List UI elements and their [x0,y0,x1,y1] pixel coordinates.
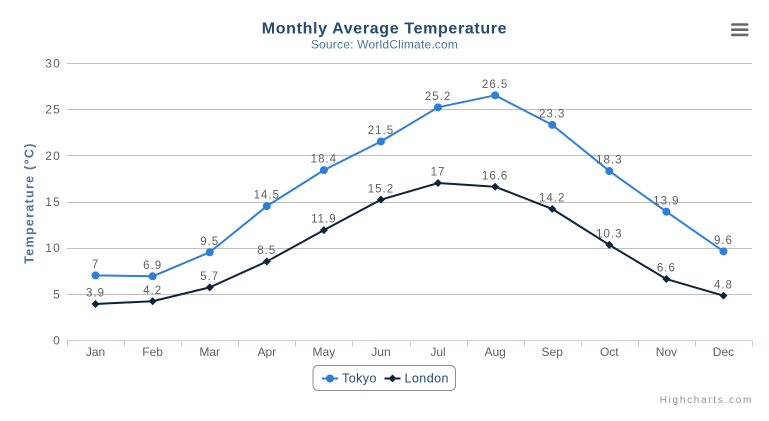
svg-text:17: 17 [431,167,446,179]
svg-text:18.4: 18.4 [311,154,337,166]
svg-text:Feb: Feb [142,345,163,359]
svg-text:26.5: 26.5 [482,79,508,91]
svg-text:4.8: 4.8 [714,279,733,291]
svg-text:4.2: 4.2 [143,285,162,297]
svg-text:25: 25 [45,103,61,117]
svg-text:Tokyo: Tokyo [342,372,377,386]
svg-text:Jul: Jul [430,345,445,359]
svg-text:5: 5 [53,287,61,301]
svg-text:16.6: 16.6 [482,170,508,182]
svg-text:20: 20 [45,149,61,163]
svg-text:7: 7 [92,259,99,271]
svg-text:8.5: 8.5 [257,245,276,257]
svg-text:Mar: Mar [199,345,220,359]
svg-text:14.5: 14.5 [254,190,280,202]
svg-text:21.5: 21.5 [368,125,394,137]
svg-text:15.2: 15.2 [368,183,394,195]
svg-text:10: 10 [45,241,61,255]
svg-text:6.6: 6.6 [657,263,676,275]
svg-text:5.7: 5.7 [200,271,219,283]
svg-text:Aug: Aug [484,345,505,359]
svg-text:23.3: 23.3 [539,108,565,120]
svg-text:London: London [405,372,449,386]
svg-text:Sep: Sep [542,345,564,359]
svg-text:Jun: Jun [371,345,390,359]
svg-text:May: May [313,345,336,359]
svg-text:25.2: 25.2 [425,91,451,103]
svg-text:Dec: Dec [713,345,734,359]
svg-text:30: 30 [45,57,61,71]
svg-text:15: 15 [45,195,61,209]
svg-text:9.6: 9.6 [714,235,733,247]
svg-text:Source: WorldClimate.com: Source: WorldClimate.com [311,38,458,52]
svg-text:Jan: Jan [86,345,105,359]
svg-text:18.3: 18.3 [596,155,622,167]
svg-text:Apr: Apr [257,345,276,359]
svg-text:14.2: 14.2 [539,192,565,204]
svg-text:0: 0 [53,334,61,348]
svg-text:3.9: 3.9 [86,288,105,300]
svg-text:Nov: Nov [656,345,677,359]
svg-text:Temperature (°C): Temperature (°C) [23,142,37,263]
svg-text:11.9: 11.9 [311,214,337,226]
svg-text:10.3: 10.3 [596,229,622,241]
svg-text:13.9: 13.9 [653,195,679,207]
svg-text:Highcharts.com: Highcharts.com [660,395,753,406]
svg-text:Oct: Oct [600,345,619,359]
svg-text:6.9: 6.9 [143,260,162,272]
svg-text:9.5: 9.5 [200,236,219,248]
svg-text:Monthly Average Temperature: Monthly Average Temperature [262,21,507,38]
